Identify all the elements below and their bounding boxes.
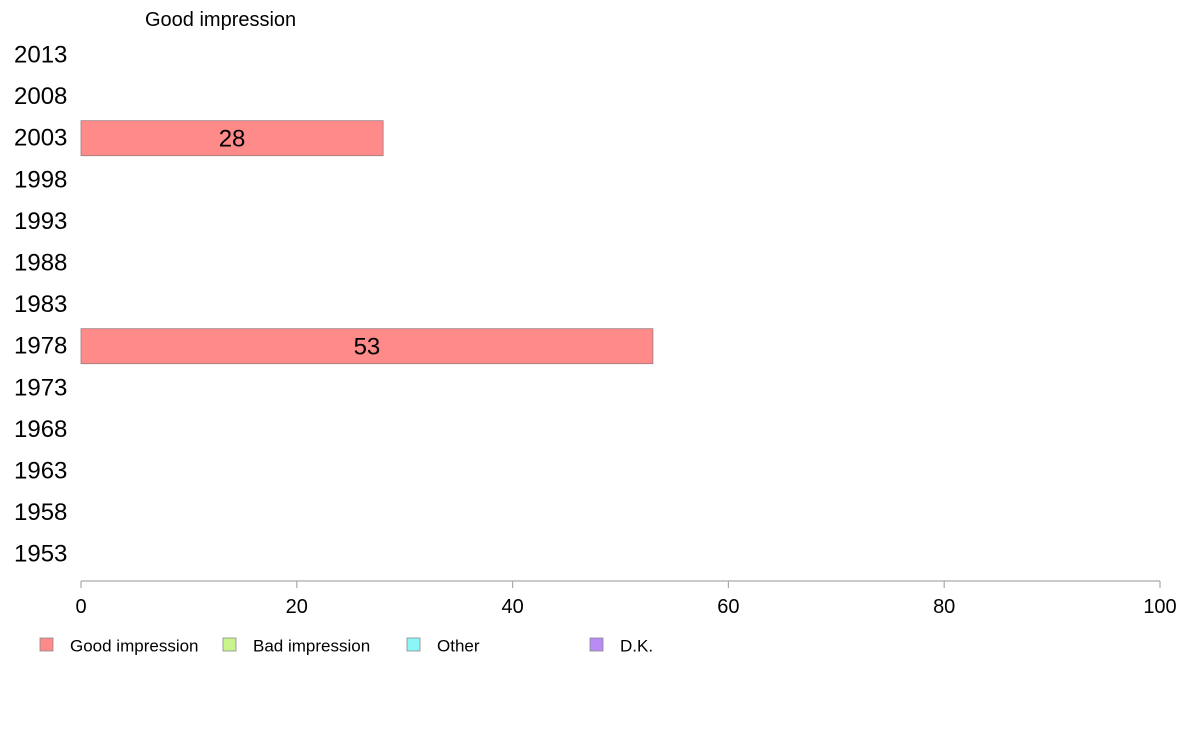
- y-tick-label: 1978: [14, 333, 67, 360]
- y-tick-label: 1968: [14, 416, 67, 443]
- x-tick-label: 20: [286, 596, 308, 618]
- y-tick-label: 1993: [14, 208, 67, 235]
- legend-label: Other: [437, 637, 480, 656]
- legend-label: Good impression: [70, 637, 199, 656]
- x-axis-ticks: 0 20 40 60 80 100: [75, 581, 1177, 618]
- bar: [80, 328, 654, 365]
- legend-swatch: [222, 637, 237, 652]
- legend-swatch: [589, 637, 604, 652]
- y-tick-label: 2013: [14, 42, 67, 69]
- y-tick-label: 1998: [14, 166, 67, 193]
- legend-label: Bad impression: [253, 637, 370, 656]
- x-tick-label: 100: [1143, 596, 1176, 618]
- x-tick-label: 80: [933, 596, 955, 618]
- y-tick-label: 1953: [14, 541, 67, 568]
- data-labels: 28 53: [219, 126, 381, 361]
- y-tick-label: 2008: [14, 83, 67, 110]
- y-tick-label: 1973: [14, 374, 67, 401]
- legend-swatch: [406, 637, 421, 652]
- y-tick-label: 1983: [14, 291, 67, 318]
- data-label: 53: [354, 334, 381, 361]
- y-axis-labels: 2013 2008 2003 1998 1993 1988 1983 1978 1973 1968…: [14, 42, 67, 568]
- y-tick-label: 1988: [14, 250, 67, 277]
- y-tick-label: 1963: [14, 458, 67, 485]
- legend-swatch: [39, 637, 54, 652]
- x-tick-label: 40: [501, 596, 523, 618]
- legend: Good impression Bad impression Other D.K.: [39, 637, 653, 656]
- bar: [80, 120, 384, 157]
- legend-label: D.K.: [620, 637, 653, 656]
- x-tick-label: 60: [717, 596, 739, 618]
- y-tick-label: 1958: [14, 499, 67, 526]
- bars: [80, 120, 654, 365]
- chart-title: Good impression: [145, 9, 296, 31]
- data-label: 28: [219, 126, 246, 153]
- y-tick-label: 2003: [14, 125, 67, 152]
- x-tick-label: 0: [75, 596, 86, 618]
